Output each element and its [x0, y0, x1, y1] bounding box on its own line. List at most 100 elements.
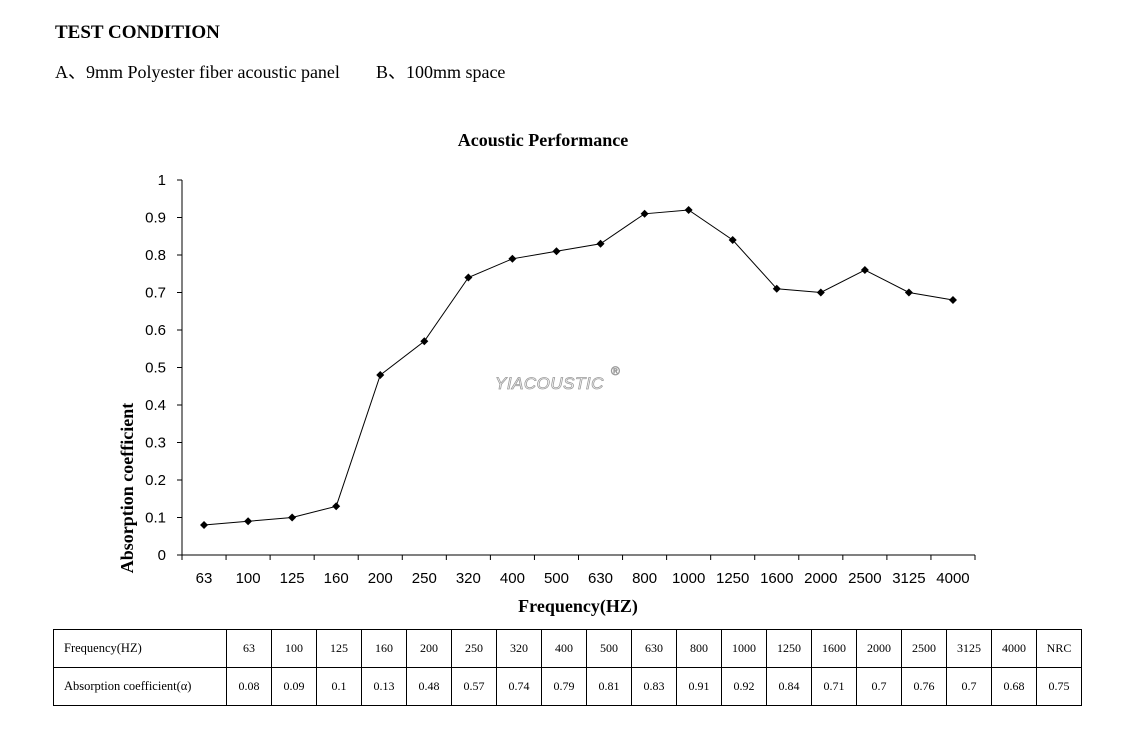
x-tick-label: 63 — [196, 570, 213, 587]
acoustic-performance-chart: Acoustic Performance 0 0.1 0.2 0.3 0.4 0.5 0.6… — [117, 130, 976, 617]
frequency-cell: 2500 — [901, 629, 947, 668]
data-point-marker — [244, 517, 253, 526]
chart-axes — [181, 180, 975, 556]
x-tick-label: 1000 — [672, 570, 705, 587]
y-tick-label: 0 — [158, 547, 166, 564]
frequency-cell: 320 — [496, 629, 542, 668]
absorption-cell: 0.71 — [811, 667, 857, 706]
x-tick-label: 630 — [588, 570, 613, 587]
absorption-cell: 0.13 — [361, 667, 407, 706]
x-axis-ticks: 63 100 125 160 200 250 320 400 500 630 800 1000 1250… — [181, 555, 976, 587]
chart-title: Acoustic Performance — [458, 130, 628, 150]
x-tick-label: 320 — [456, 570, 481, 587]
condition-a: A、9mm Polyester fiber acoustic panel — [55, 62, 340, 82]
absorption-cell: 0.76 — [901, 667, 947, 706]
y-tick-label: 0.1 — [145, 510, 166, 527]
y-tick-label: 0.5 — [145, 360, 166, 377]
frequency-cell: 630 — [631, 629, 677, 668]
data-point-marker — [772, 284, 781, 293]
absorption-row-header: Absorption coefficient(α) — [53, 667, 227, 706]
y-tick-label: 0.3 — [145, 435, 166, 452]
frequency-cell: 63 — [226, 629, 272, 668]
frequency-cell: 500 — [586, 629, 632, 668]
absorption-cell: 0.91 — [676, 667, 722, 706]
data-point-marker — [948, 296, 957, 304]
frequency-cell: 200 — [406, 629, 452, 668]
absorption-cell: 0.75 — [1036, 667, 1082, 706]
x-tick-label: 400 — [500, 570, 525, 587]
x-tick-label: 1600 — [760, 570, 793, 587]
data-point-marker — [508, 254, 517, 263]
data-point-marker — [904, 288, 913, 297]
y-tick-label: 0.9 — [145, 210, 166, 227]
data-point-marker — [816, 288, 825, 297]
data-point-marker — [552, 247, 561, 256]
absorption-cell: 0.57 — [451, 667, 497, 706]
y-tick-label: 0.4 — [145, 397, 166, 414]
frequency-cell: 250 — [451, 629, 497, 668]
absorption-cell: 0.1 — [316, 667, 362, 706]
frequency-cell: 800 — [676, 629, 722, 668]
test-conditions: A、9mm Polyester fiber acoustic panel B、1… — [55, 58, 505, 84]
watermark-registered-mark: ® — [611, 364, 620, 378]
frequency-cell: 125 — [316, 629, 362, 668]
x-tick-label: 160 — [324, 570, 349, 587]
absorption-cell: 0.74 — [496, 667, 542, 706]
frequency-cell: 4000 — [991, 629, 1037, 668]
absorption-cell: 0.92 — [721, 667, 767, 706]
data-point-marker — [332, 502, 341, 511]
absorption-cell: 0.83 — [631, 667, 677, 706]
x-tick-label: 250 — [412, 570, 437, 587]
data-point-marker — [200, 521, 209, 529]
data-series — [200, 206, 957, 529]
y-axis-label: Absorption coefficient — [117, 403, 137, 573]
x-axis-label: Frequency(HZ) — [518, 596, 638, 617]
table-row-frequency: Frequency(HZ) 63 100 125 160 200 250 320 400 500… — [53, 629, 1082, 668]
x-tick-label: 1250 — [716, 570, 749, 587]
y-tick-label: 0.6 — [145, 322, 166, 339]
y-axis-ticks: 0 0.1 0.2 0.3 0.4 0.5 0.6 0.7 0.8 0.9 1 — [145, 172, 182, 564]
data-point-marker — [640, 209, 649, 218]
data-point-marker — [684, 206, 693, 214]
watermark-text: YIACOUSTIC — [495, 374, 604, 393]
y-tick-label: 0.2 — [145, 472, 166, 489]
y-tick-label: 0.7 — [145, 285, 166, 302]
data-point-marker — [376, 371, 385, 379]
x-tick-label: 2500 — [848, 570, 881, 587]
frequency-row-header: Frequency(HZ) — [53, 629, 227, 668]
data-point-marker — [860, 266, 869, 274]
x-tick-label: 200 — [368, 570, 393, 587]
frequency-cell: 2000 — [856, 629, 902, 668]
absorption-cell: 0.7 — [946, 667, 992, 706]
x-tick-label: 3125 — [892, 570, 925, 587]
x-tick-label: 4000 — [936, 570, 969, 587]
x-tick-label: 800 — [632, 570, 657, 587]
frequency-cell: 400 — [541, 629, 587, 668]
frequency-cell: 1600 — [811, 629, 857, 668]
absorption-cell: 0.79 — [541, 667, 587, 706]
frequency-cell: 160 — [361, 629, 407, 668]
frequency-cell: 3125 — [946, 629, 992, 668]
series-line — [203, 209, 954, 526]
condition-b: B、100mm space — [375, 62, 506, 82]
absorption-cell: 0.09 — [271, 667, 317, 706]
absorption-cell: 0.68 — [991, 667, 1037, 706]
table-row-absorption: Absorption coefficient(α) 0.08 0.09 0.1 0.1… — [53, 667, 1082, 706]
data-point-marker — [464, 273, 473, 282]
x-tick-label: 2000 — [804, 570, 837, 587]
data-point-marker — [728, 236, 737, 244]
absorption-cell: 0.08 — [226, 667, 272, 706]
y-tick-label: 1 — [158, 172, 166, 189]
frequency-cell: 1000 — [721, 629, 767, 668]
data-point-marker — [288, 513, 297, 522]
absorption-cell: 0.84 — [766, 667, 812, 706]
absorption-data-table: Frequency(HZ) 63 100 125 160 200 250 320 400 500… — [53, 629, 1082, 706]
frequency-cell: NRC — [1036, 629, 1082, 668]
absorption-cell: 0.48 — [406, 667, 452, 706]
absorption-cell: 0.81 — [586, 667, 632, 706]
test-condition-heading: TEST CONDITION — [55, 22, 220, 43]
x-tick-label: 125 — [280, 570, 305, 587]
y-tick-label: 0.8 — [145, 247, 166, 264]
absorption-cell: 0.7 — [856, 667, 902, 706]
frequency-cell: 1250 — [766, 629, 812, 668]
